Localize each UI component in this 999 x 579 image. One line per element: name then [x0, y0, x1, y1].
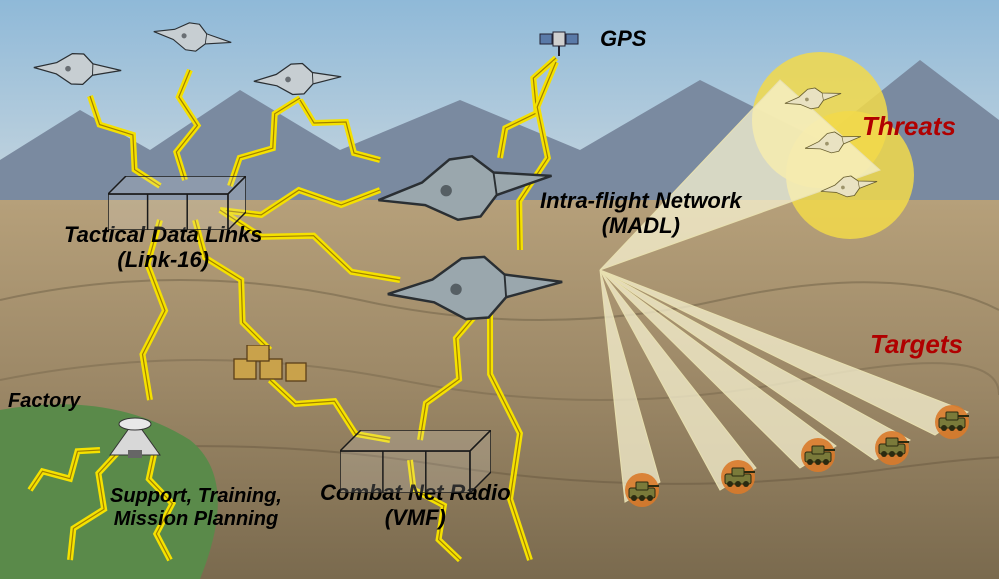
- gps-satellite: [538, 18, 580, 60]
- label-threats: Threats: [862, 112, 956, 142]
- target-tank: [876, 436, 910, 458]
- label-factory: Factory: [8, 390, 80, 413]
- friendly-aircraft: [29, 48, 125, 89]
- target-tank: [802, 444, 836, 466]
- friendly-aircraft: [249, 58, 346, 101]
- label-madl: Intra-flight Network (MADL): [540, 188, 742, 239]
- label-support: Support, Training, Mission Planning: [110, 485, 282, 531]
- factory-node: [100, 410, 170, 460]
- target-tank: [722, 466, 756, 488]
- diagram-stage: GPS Threats Targets Intra-flight Network…: [0, 0, 999, 579]
- target-tank: [626, 480, 660, 502]
- cnr-node: [340, 430, 491, 493]
- label-gps: GPS: [600, 26, 646, 51]
- target-tank: [936, 410, 970, 432]
- supply-crates: [230, 345, 310, 385]
- f35-aircraft: [378, 243, 573, 332]
- tdl-node: [108, 176, 246, 230]
- label-targets: Targets: [870, 330, 963, 360]
